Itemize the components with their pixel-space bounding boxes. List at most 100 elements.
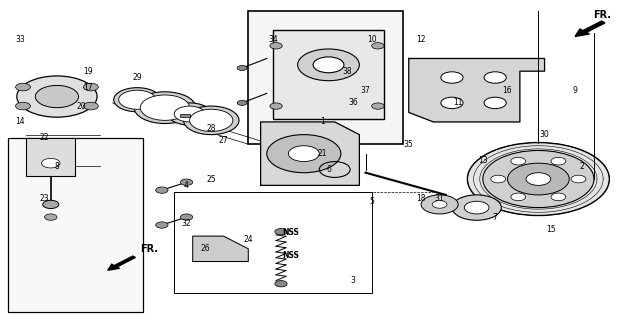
Text: 17: 17 [83, 83, 92, 92]
Text: 6: 6 [326, 165, 331, 174]
Bar [174, 192, 372, 293]
Text: FR.: FR. [593, 11, 611, 20]
Circle shape [174, 106, 205, 122]
Text: 18: 18 [417, 194, 426, 203]
Text: 9: 9 [573, 86, 578, 95]
Text: NSS: NSS [282, 228, 299, 237]
Text: 38: 38 [342, 67, 352, 76]
Text: 26: 26 [200, 244, 210, 253]
Circle shape [237, 100, 247, 105]
Text: 4: 4 [184, 181, 189, 190]
Bar [273, 30, 384, 119]
Text: 19: 19 [83, 67, 92, 76]
Circle shape [452, 195, 502, 220]
Circle shape [464, 201, 489, 214]
Circle shape [156, 187, 168, 193]
Polygon shape [260, 122, 360, 185]
Circle shape [43, 200, 59, 209]
Circle shape [45, 214, 57, 220]
Circle shape [16, 102, 30, 110]
Text: FR.: FR. [140, 244, 158, 253]
Text: 30: 30 [539, 130, 549, 139]
Text: 24: 24 [244, 235, 253, 244]
Text: 29: 29 [132, 73, 142, 82]
Text: 21: 21 [317, 149, 327, 158]
FancyArrow shape [575, 21, 605, 36]
Text: 36: 36 [348, 99, 358, 108]
Circle shape [467, 142, 609, 215]
Text: 20: 20 [77, 101, 86, 111]
Circle shape [17, 76, 97, 117]
Circle shape [372, 43, 384, 49]
Polygon shape [193, 236, 248, 261]
Circle shape [180, 179, 193, 185]
Text: 1: 1 [320, 117, 325, 126]
Text: 5: 5 [370, 197, 374, 206]
Circle shape [190, 109, 233, 132]
Circle shape [441, 72, 463, 83]
Circle shape [441, 97, 463, 108]
Circle shape [35, 85, 79, 108]
Text: 37: 37 [361, 86, 370, 95]
Circle shape [270, 43, 282, 49]
Circle shape [432, 201, 447, 208]
Circle shape [275, 228, 287, 235]
Circle shape [113, 88, 161, 112]
Text: 13: 13 [478, 156, 488, 164]
Circle shape [270, 103, 282, 109]
Circle shape [571, 175, 586, 183]
Circle shape [237, 66, 247, 70]
Text: 10: 10 [367, 35, 376, 44]
Text: NSS: NSS [282, 251, 299, 260]
Text: 8: 8 [55, 162, 60, 171]
Text: 32: 32 [182, 219, 192, 228]
Circle shape [526, 173, 551, 185]
Circle shape [267, 135, 341, 173]
Text: 33: 33 [15, 35, 25, 44]
Circle shape [180, 214, 193, 220]
Text: 11: 11 [453, 99, 463, 108]
Circle shape [551, 193, 566, 201]
Text: 23: 23 [40, 194, 50, 203]
Text: 25: 25 [206, 174, 216, 184]
Circle shape [298, 49, 360, 81]
Bar [7, 138, 143, 312]
Circle shape [275, 281, 287, 287]
Text: 15: 15 [546, 225, 556, 234]
Circle shape [134, 92, 196, 124]
FancyArrow shape [108, 256, 135, 270]
Circle shape [483, 150, 594, 208]
Text: 28: 28 [206, 124, 216, 133]
Text: 35: 35 [404, 140, 414, 148]
Circle shape [288, 146, 319, 162]
Circle shape [421, 195, 458, 214]
Circle shape [168, 103, 211, 125]
Circle shape [484, 97, 507, 108]
Circle shape [84, 102, 99, 110]
Circle shape [84, 83, 99, 91]
Text: 22: 22 [40, 133, 50, 142]
Text: 2: 2 [579, 162, 584, 171]
Circle shape [551, 157, 566, 165]
Text: 27: 27 [219, 136, 228, 146]
Circle shape [313, 57, 344, 73]
Polygon shape [409, 59, 544, 122]
Circle shape [491, 175, 506, 183]
Circle shape [118, 90, 156, 109]
Circle shape [511, 193, 526, 201]
Bar [26, 138, 76, 176]
Circle shape [184, 106, 239, 135]
Text: 7: 7 [493, 212, 498, 222]
Circle shape [508, 163, 569, 195]
Circle shape [511, 157, 526, 165]
Text: 16: 16 [503, 86, 512, 95]
Bar [180, 114, 190, 117]
Circle shape [484, 72, 507, 83]
Text: 31: 31 [435, 194, 445, 203]
Text: 14: 14 [15, 117, 25, 126]
Bar [248, 11, 402, 144]
Text: 12: 12 [417, 35, 426, 44]
Text: 34: 34 [268, 35, 278, 44]
Circle shape [42, 158, 60, 168]
Circle shape [16, 83, 30, 91]
